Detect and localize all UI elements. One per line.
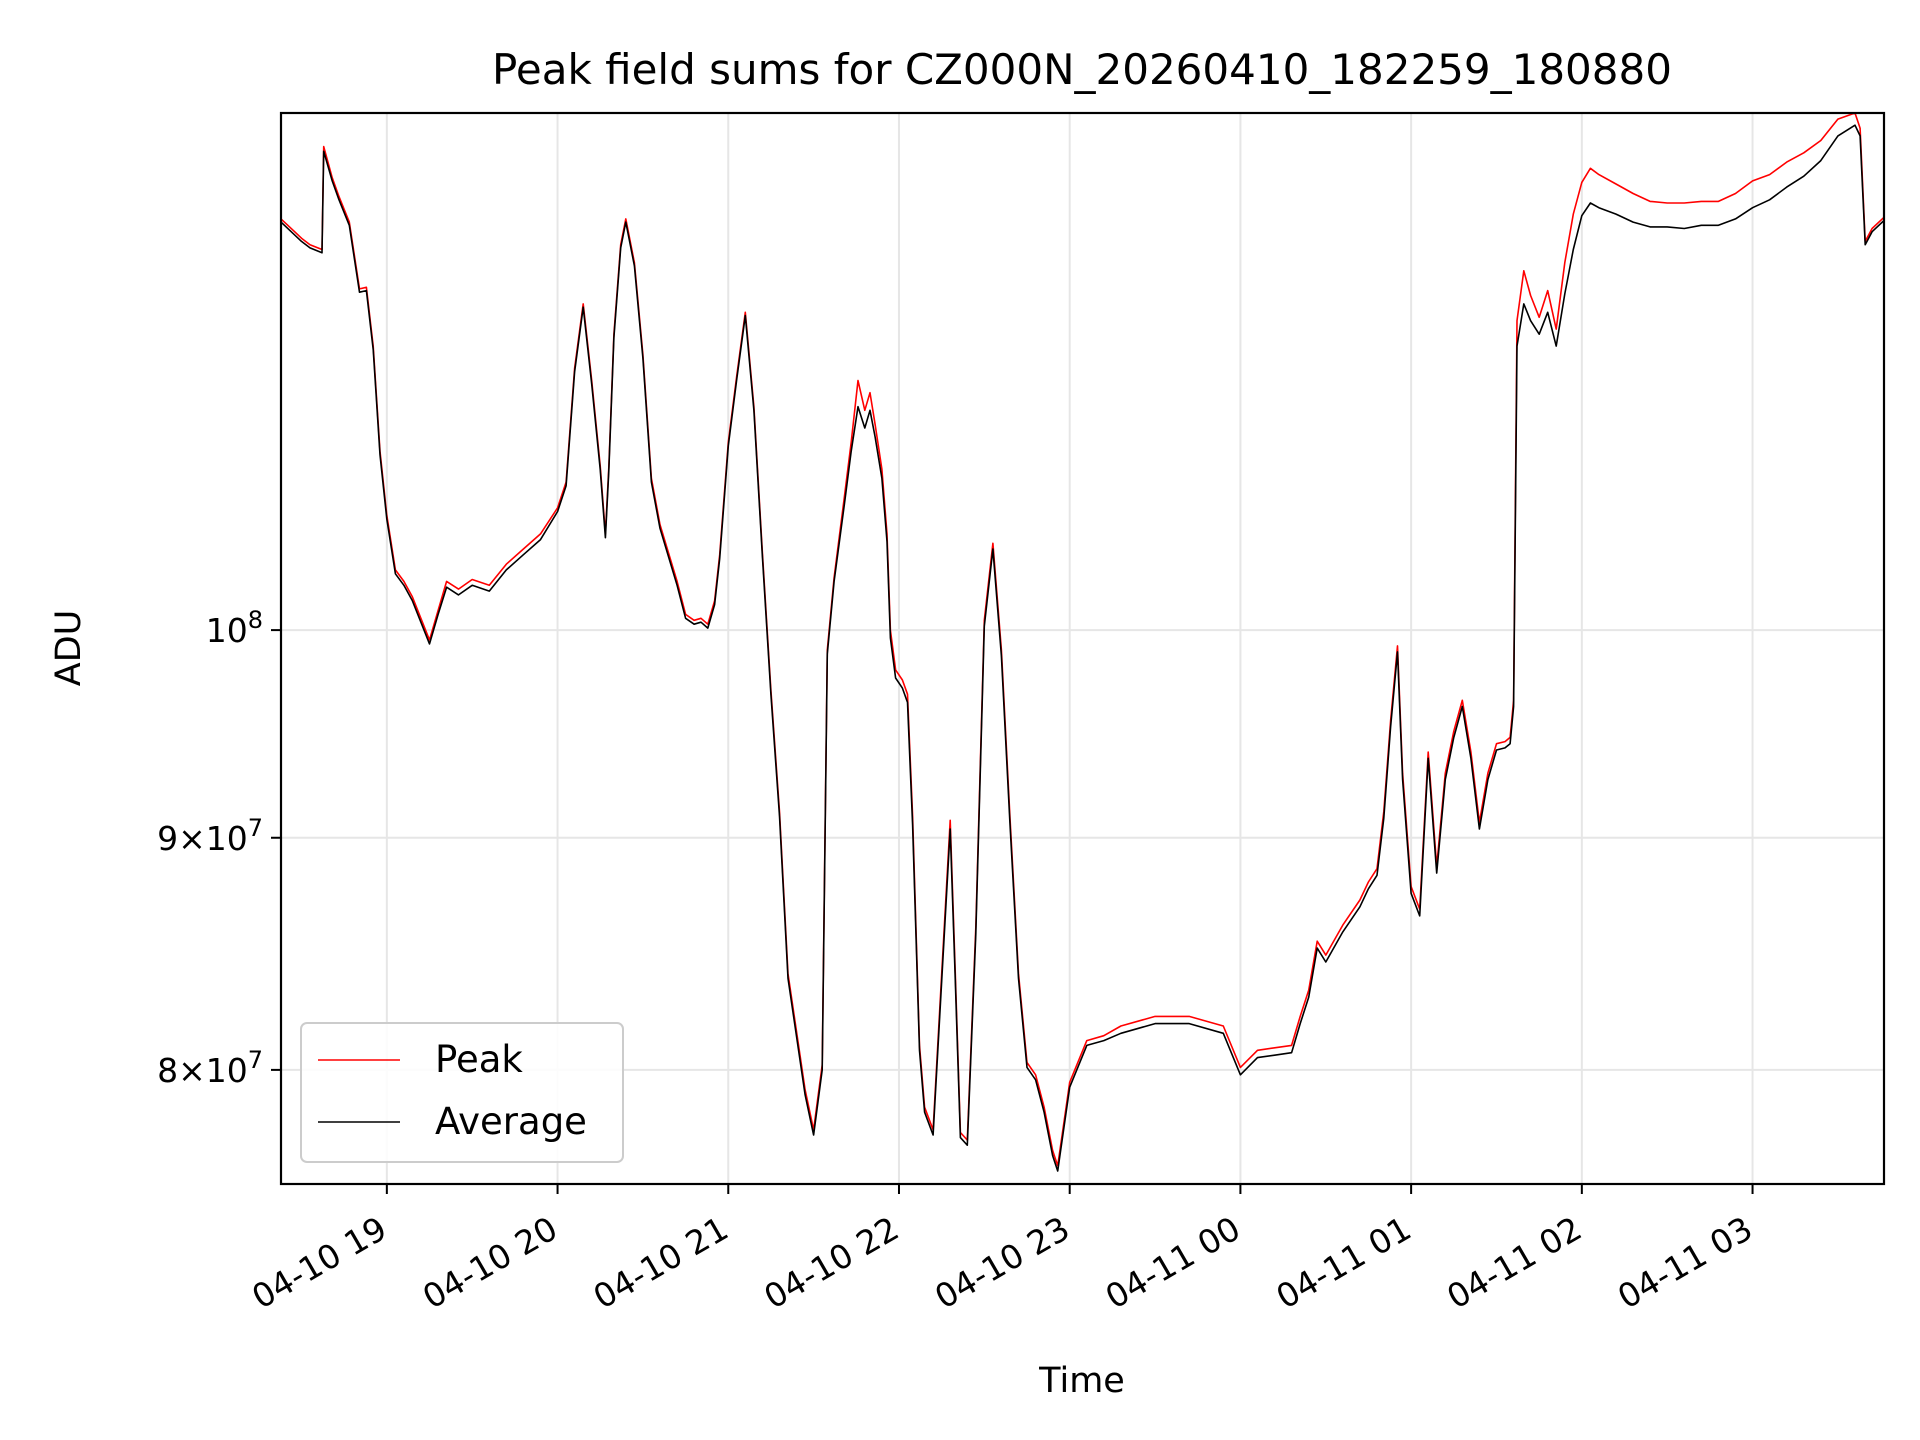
y-tick-label: 9×107 [157, 814, 263, 858]
grid [281, 113, 1884, 1184]
legend-frame [300, 1022, 624, 1163]
series-group [280, 112, 1885, 1172]
legend-label-peak: Peak [435, 1038, 523, 1081]
legend: Peak Average [300, 1022, 624, 1163]
y-axis-label: ADU [49, 610, 89, 687]
y-tick-label: 8×107 [157, 1046, 263, 1090]
plot-frame [279, 111, 1886, 1186]
x-axis-label: Time [1038, 1361, 1125, 1401]
chart-title: Peak field sums for CZ000N_20260410_1822… [492, 45, 1672, 94]
series-line-average [280, 124, 1885, 1172]
legend-label-average: Average [435, 1100, 587, 1143]
